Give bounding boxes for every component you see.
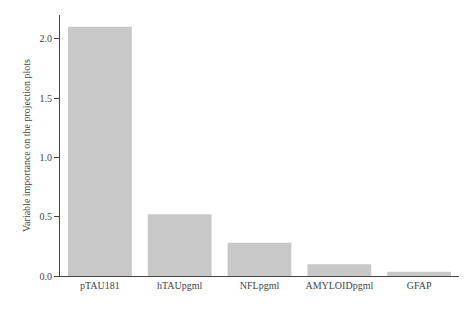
- svg-text:1.5: 1.5: [40, 93, 53, 104]
- svg-text:NFLpgml: NFLpgml: [240, 280, 280, 291]
- svg-text:pTAU181: pTAU181: [80, 280, 120, 291]
- svg-text:GFAP: GFAP: [407, 280, 432, 291]
- svg-text:1.0: 1.0: [40, 152, 53, 163]
- svg-text:Variable importance on the pro: Variable importance on the projection pl…: [21, 59, 32, 232]
- svg-text:2.0: 2.0: [40, 33, 53, 44]
- svg-text:0.0: 0.0: [40, 271, 53, 282]
- svg-text:hTAUpgml: hTAUpgml: [157, 280, 203, 291]
- svg-text:0.5: 0.5: [40, 211, 53, 222]
- svg-text:AMYLOIDpgml: AMYLOIDpgml: [305, 280, 373, 291]
